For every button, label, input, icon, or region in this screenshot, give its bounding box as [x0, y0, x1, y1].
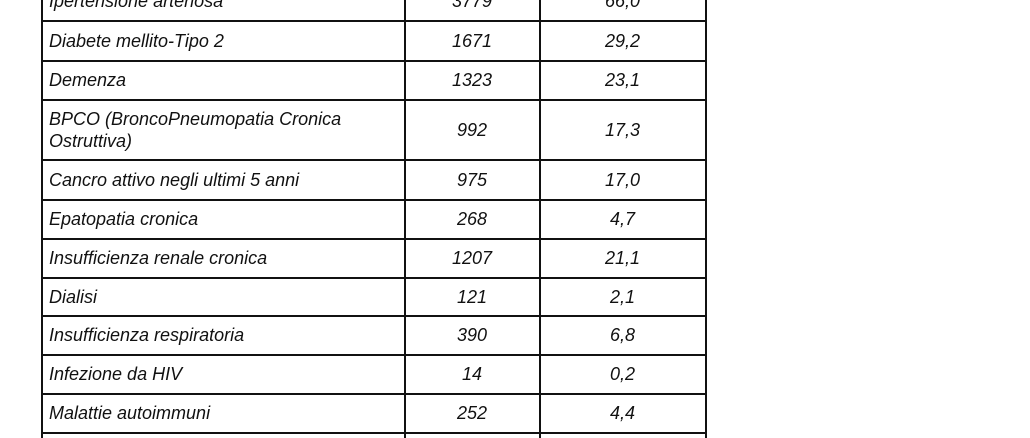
row-border — [41, 159, 707, 161]
cell-value: 6,8 — [609, 325, 636, 345]
row-border — [41, 199, 707, 201]
cell-value: 17,3 — [604, 119, 641, 140]
row-label: Dialisi — [49, 286, 98, 307]
row-border — [41, 432, 707, 434]
row-label: Infezione da HIV — [49, 364, 183, 384]
row-border — [41, 277, 707, 279]
cell-value: 4,4 — [609, 403, 636, 423]
cell-value: 2,1 — [609, 286, 636, 307]
row-border — [41, 393, 707, 395]
row-label: Insufficienza renale cronica — [49, 248, 268, 268]
cell-value: 4,7 — [609, 209, 636, 229]
row-border — [41, 238, 707, 240]
cell-value: 1207 — [451, 248, 493, 268]
row-label: Insufficienza respiratoria — [49, 325, 245, 345]
row-border — [41, 315, 707, 317]
cell-value: 268 — [456, 209, 488, 229]
cell-value: 3779 — [451, 0, 493, 11]
cell-value: 1323 — [451, 70, 493, 90]
cell-value: 66,0 — [604, 0, 641, 11]
row-label: Demenza — [49, 70, 127, 90]
row-label: Diabete mellito-Tipo 2 — [49, 30, 224, 51]
cell-value: 21,1 — [604, 248, 641, 268]
row-border — [41, 354, 707, 356]
table-border — [404, 0, 406, 438]
row-label: Ipertensione arteriosa — [49, 0, 224, 11]
cell-value: 0,2 — [609, 364, 636, 384]
cell-value: 992 — [456, 119, 488, 140]
cell-value: 23,1 — [604, 70, 641, 90]
row-label: BPCO (BroncoPneumopatia Cronica Ostrutti… — [49, 108, 342, 151]
row-label: Cancro attivo negli ultimi 5 anni — [49, 169, 300, 190]
table-border — [539, 0, 541, 438]
row-border — [41, 60, 707, 62]
cell-value: 14 — [461, 364, 483, 384]
cell-value: 1671 — [451, 30, 493, 51]
table-border — [41, 0, 43, 438]
table-border — [705, 0, 707, 438]
cell-value: 390 — [456, 325, 488, 345]
cell-value: 17,0 — [604, 169, 641, 190]
cell-value: 975 — [456, 169, 488, 190]
row-border — [41, 99, 707, 101]
cell-value: 29,2 — [604, 30, 641, 51]
row-border — [41, 20, 707, 22]
row-label: Malattie autoimmuni — [49, 403, 211, 423]
cell-value: 121 — [456, 286, 488, 307]
row-label: Epatopatia cronica — [49, 209, 199, 229]
cell-value: 252 — [456, 403, 488, 423]
